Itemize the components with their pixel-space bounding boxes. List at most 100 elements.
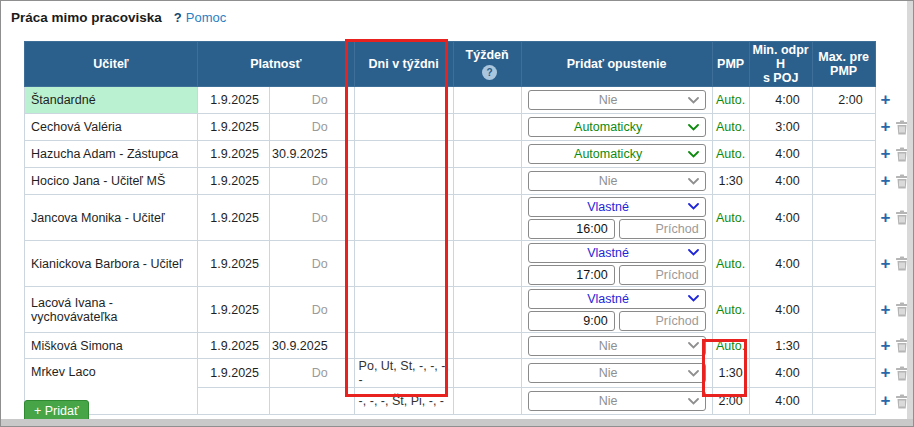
header-add-leave: Pridať opustenie	[521, 42, 712, 87]
add-row-icon[interactable]: +	[881, 391, 891, 411]
table-row: Mrkev Laco 1.9.2025 Do Po, Ut, St, -, -,…	[25, 359, 912, 388]
teacher-name: Kianickova Barbora - Učiteľ	[25, 241, 198, 287]
max-value	[812, 168, 875, 195]
teacher-name: Hazucha Adam - Zástupca	[25, 141, 198, 168]
time-inputs	[524, 265, 710, 285]
header-max: Max. pre PMP	[812, 42, 875, 87]
week-help-icon[interactable]: ?	[482, 65, 497, 80]
validity-to[interactable]: Do	[270, 359, 355, 388]
min-value: 4:00	[749, 195, 812, 241]
validity-to[interactable]: Do	[270, 87, 355, 114]
title-bar: Práca mimo pracoviska ?Pomoc	[11, 10, 226, 25]
leave-select[interactable]: Nie	[528, 171, 706, 191]
add-row-icon[interactable]: +	[881, 363, 891, 383]
add-row-icon[interactable]: +	[881, 117, 891, 137]
arrival-time-input[interactable]	[619, 265, 706, 285]
header-week-label: Týždeň	[466, 48, 509, 62]
leave-cell: Automaticky	[521, 141, 712, 168]
validity-from[interactable]: 1.9.2025	[198, 168, 270, 195]
teacher-name: Hocico Jana - Učiteľ MŠ	[25, 168, 198, 195]
help-link-label: Pomoc	[186, 10, 226, 25]
leave-select[interactable]: Nie	[528, 336, 706, 356]
departure-time-input[interactable]	[528, 311, 615, 331]
actions-cell: +	[875, 168, 911, 195]
departure-time-input[interactable]	[528, 219, 615, 239]
chevron-down-icon	[688, 151, 699, 158]
max-value	[812, 388, 875, 415]
add-row-icon[interactable]: +	[881, 336, 891, 356]
pmp-value: Auto.	[712, 141, 749, 168]
validity-from[interactable]: 1.9.2025	[198, 114, 270, 141]
min-value: 1:30	[749, 333, 812, 359]
leave-select[interactable]: Vlastné	[528, 243, 706, 263]
table-row: Kianickova Barbora - Učiteľ 1.9.2025 Do …	[25, 241, 912, 287]
departure-time-input[interactable]	[528, 265, 615, 285]
arrival-time-input[interactable]	[619, 311, 706, 331]
add-row-icon[interactable]: +	[881, 90, 891, 110]
header-days: Dni v týždni	[354, 42, 453, 87]
validity-to[interactable]: Do	[270, 168, 355, 195]
validity-to[interactable]: Do	[270, 195, 355, 241]
validity-from[interactable]: 1.9.2025	[198, 87, 270, 114]
validity-to[interactable]: Do	[270, 287, 355, 333]
week-cell	[453, 388, 521, 415]
min-value: 3:00	[749, 114, 812, 141]
validity-to[interactable]: Do	[270, 114, 355, 141]
help-link[interactable]: ? Pomoc	[174, 10, 226, 25]
leave-cell: Nie	[521, 168, 712, 195]
leave-select[interactable]: Nie	[528, 90, 706, 110]
days-cell	[354, 195, 453, 241]
week-cell	[453, 195, 521, 241]
add-row-icon[interactable]: +	[881, 144, 891, 164]
days-cell: -, -, -, Št, Pi, -, -	[354, 388, 453, 415]
week-cell	[453, 87, 521, 114]
arrival-time-input[interactable]	[619, 219, 706, 239]
teacher-name: Mišková Simona	[25, 333, 198, 359]
help-question-icon: ?	[174, 10, 182, 25]
leave-select[interactable]: Nie	[528, 391, 706, 411]
leave-select[interactable]: Nie	[528, 363, 706, 383]
leave-cell: Nie	[521, 87, 712, 114]
validity-to[interactable]: 30.9.2025	[270, 333, 355, 359]
min-value: 4:00	[749, 241, 812, 287]
max-value	[812, 114, 875, 141]
leave-cell: Vlastné	[521, 241, 712, 287]
add-row-icon[interactable]: +	[881, 208, 891, 228]
leave-select[interactable]: Vlastné	[528, 289, 706, 309]
validity-from[interactable]	[198, 388, 270, 415]
validity-from[interactable]: 1.9.2025	[198, 141, 270, 168]
week-cell	[453, 241, 521, 287]
validity-to[interactable]	[270, 388, 355, 415]
leave-cell: Nie	[521, 388, 712, 415]
chevron-down-icon	[688, 398, 699, 405]
validity-from[interactable]: 1.9.2025	[198, 195, 270, 241]
actions-cell: +	[875, 359, 911, 388]
leave-select[interactable]: Vlastné	[528, 197, 706, 217]
add-row-icon[interactable]: +	[881, 300, 891, 320]
table-row: Hocico Jana - Učiteľ MŠ 1.9.2025 Do Nie …	[25, 168, 912, 195]
leave-cell: Nie	[521, 359, 712, 388]
min-value: 4:00	[749, 168, 812, 195]
validity-from[interactable]: 1.9.2025	[198, 241, 270, 287]
actions-cell: +	[875, 141, 911, 168]
pmp-value: Auto.	[712, 87, 749, 114]
chevron-down-icon	[688, 203, 699, 210]
header-pmp: PMP	[712, 42, 749, 87]
chevron-down-icon	[688, 249, 699, 256]
leave-select[interactable]: Automaticky	[528, 117, 706, 137]
time-inputs	[524, 311, 710, 331]
days-cell	[354, 141, 453, 168]
add-row-icon[interactable]: +	[881, 171, 891, 191]
add-row-icon[interactable]: +	[881, 254, 891, 274]
header-validity: Platnosť	[198, 42, 355, 87]
validity-from[interactable]: 1.9.2025	[198, 333, 270, 359]
week-cell	[453, 114, 521, 141]
actions-cell: +	[875, 241, 911, 287]
validity-from[interactable]: 1.9.2025	[198, 359, 270, 388]
validity-to[interactable]: 30.9.2025	[270, 141, 355, 168]
teacher-name: Lacová Ivana - vychovávateľka	[25, 287, 198, 333]
leave-select[interactable]: Automaticky	[528, 144, 706, 164]
validity-from[interactable]: 1.9.2025	[198, 287, 270, 333]
validity-to[interactable]: Do	[270, 241, 355, 287]
table-row: Jancova Monika - Učiteľ 1.9.2025 Do Vlas…	[25, 195, 912, 241]
